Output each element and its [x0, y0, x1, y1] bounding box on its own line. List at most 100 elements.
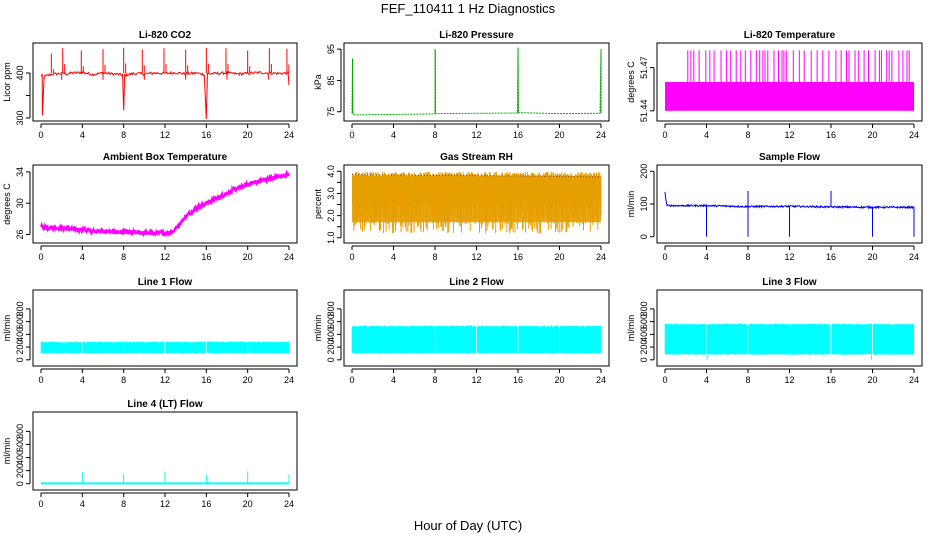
x-tick-label: 8	[745, 252, 750, 262]
y-axis-label: degrees C	[626, 61, 636, 103]
x-tick-label: 12	[471, 130, 481, 140]
plot-frame	[32, 164, 298, 244]
x-tick-label: 4	[80, 375, 85, 385]
x-tick-label: 4	[704, 252, 709, 262]
series-line2	[351, 325, 602, 354]
plot-frame	[343, 289, 610, 367]
x-tick-label: 16	[201, 252, 211, 262]
y-tick-label: 30	[15, 198, 25, 208]
series-ambient	[40, 169, 290, 238]
series-line1	[40, 341, 290, 354]
panel-title: Line 4 (LT) Flow	[127, 399, 203, 410]
x-tick-label: 8	[121, 375, 126, 385]
x-axis: 0 4 8 12 16 20 24	[38, 492, 294, 509]
y-axis: 1.0 2.0 3.0 4.0	[326, 165, 342, 245]
y-tick-label: 26	[15, 230, 25, 240]
x-tick-label: 4	[391, 252, 396, 262]
y-axis-label: percent	[313, 188, 323, 219]
x-tick-label: 0	[38, 252, 43, 262]
x-tick-label: 24	[596, 375, 606, 385]
y-axis-label: ml/min	[2, 315, 12, 342]
x-tick-label: 8	[121, 252, 126, 262]
plot-frame	[32, 42, 298, 122]
x-tick-label: 16	[513, 252, 523, 262]
x-tick-label: 24	[596, 130, 606, 140]
panel-sampleflow: Sample Flow 0 4 8 12 16 20 24 0 100 200 ml/min	[626, 152, 923, 262]
x-tick-label: 12	[160, 499, 170, 509]
spike-marks	[81, 471, 290, 484]
figure-title: FEF_110411 1 Hz Diagnostics	[380, 1, 556, 16]
y-axis-label: ml/min	[626, 191, 636, 218]
x-tick-label: 24	[284, 130, 294, 140]
x-tick-label: 20	[243, 130, 253, 140]
series-temperature	[665, 82, 914, 111]
x-tick-label: 8	[432, 130, 437, 140]
y-tick-label: 0	[326, 357, 336, 362]
x-tick-label: 0	[349, 130, 354, 140]
ambient-line	[40, 169, 290, 238]
y-tick-label: 200	[639, 340, 649, 355]
x-tick-label: 24	[596, 252, 606, 262]
x-tick-label: 24	[284, 252, 294, 262]
y-axis: 0 100 200	[639, 164, 655, 239]
y-axis-label: kPa	[313, 74, 323, 90]
panel-title: Sample Flow	[759, 152, 820, 163]
plot-frame	[656, 289, 923, 367]
y-tick-label: 3.0	[326, 187, 336, 200]
x-tick-label: 4	[80, 130, 85, 140]
x-tick-label: 0	[662, 130, 667, 140]
y-axis: 51.44 51.47	[639, 56, 655, 123]
x-tick-label: 0	[38, 130, 43, 140]
y-axis-label: ml/min	[2, 438, 12, 465]
series-line3	[664, 323, 915, 360]
y-tick-label: 4.0	[326, 165, 336, 178]
y-tick-label: 600	[15, 314, 25, 329]
y-tick-label: 300	[15, 110, 25, 125]
x-axis: 0 4 8 12 16 20 24	[662, 123, 919, 140]
panel-title: Li-820 CO2	[139, 30, 192, 41]
spike-marks	[687, 50, 910, 82]
panel-title: Line 1 Flow	[138, 277, 193, 288]
panel-title: Li-820 Temperature	[744, 30, 836, 41]
spike-marks	[706, 190, 915, 237]
panel-ambient: Ambient Box Temperature 0 4 8 12 16 20 24 26 30 34…	[2, 152, 298, 262]
x-tick-label: 16	[513, 375, 523, 385]
y-tick-label: 34	[15, 167, 25, 177]
x-tick-label: 12	[160, 375, 170, 385]
x-axis: 0 4 8 12 16 20 24	[349, 368, 606, 385]
x-tick-label: 4	[391, 375, 396, 385]
rh-top-edge	[351, 174, 602, 178]
x-tick-label: 24	[909, 252, 919, 262]
y-axis: 300 400	[15, 65, 31, 126]
temperature-band	[665, 82, 914, 111]
y-tick-label: 800	[639, 301, 649, 316]
x-tick-label: 12	[784, 252, 794, 262]
plot-frame	[343, 164, 610, 244]
y-tick-label: 600	[15, 437, 25, 452]
x-tick-label: 4	[80, 252, 85, 262]
y-tick-label: 0	[15, 357, 25, 362]
x-tick-label: 12	[160, 252, 170, 262]
x-axis: 0 4 8 12 16 20 24	[38, 123, 294, 140]
y-tick-label: 51.44	[639, 100, 649, 123]
x-tick-label: 12	[471, 375, 481, 385]
y-tick-label: 75	[326, 107, 336, 117]
x-tick-label: 8	[745, 375, 750, 385]
y-tick-label: 400	[15, 450, 25, 465]
x-tick-label: 0	[349, 375, 354, 385]
y-axis-label: Licor ppm	[2, 62, 12, 102]
x-tick-label: 16	[201, 499, 211, 509]
x-axis: 0 4 8 12 16 20 24	[38, 368, 294, 385]
x-tick-label: 20	[554, 375, 564, 385]
panel-title: Gas Stream RH	[440, 152, 513, 163]
plot-frame	[343, 42, 610, 122]
panel-rh: Gas Stream RH 0 4 8 12 16 20 24 1.0 2.0 3.0 4.0perc…	[313, 152, 610, 262]
y-tick-label: 1.0	[326, 232, 336, 245]
panel-title: Line 3 Flow	[762, 277, 817, 288]
x-tick-label: 20	[867, 375, 877, 385]
x-tick-label: 4	[80, 499, 85, 509]
panel-temperature: Li-820 Temperature 0 4 8 12 16 20 24 51.44 51.47d…	[626, 30, 923, 140]
y-tick-label: 51.47	[639, 56, 649, 79]
